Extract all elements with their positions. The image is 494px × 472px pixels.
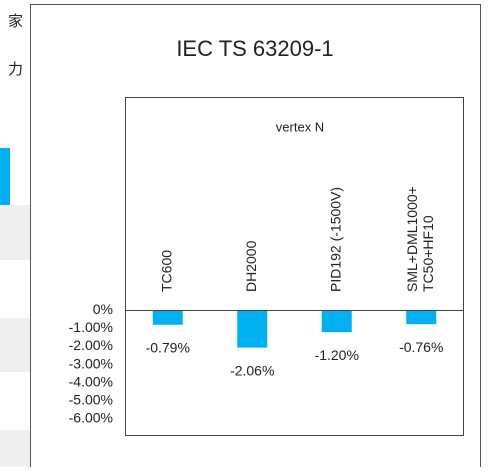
y-tick-label: -1.00% (69, 319, 113, 335)
bar (406, 310, 437, 325)
bar (321, 310, 352, 333)
side-row (0, 205, 30, 260)
y-tick-label: -4.00% (69, 373, 113, 389)
value-label: -1.20% (315, 347, 359, 363)
value-label: -0.79% (146, 339, 190, 355)
x-tick-label: DH2000 (243, 240, 259, 292)
plot-area (125, 97, 464, 436)
y-tick-label: -6.00% (69, 409, 113, 425)
value-label: -0.76% (399, 339, 443, 355)
chart-subtitle: vertex N (276, 119, 324, 134)
x-tick-label: TC600 (158, 250, 174, 292)
x-tick-label: TC50+HF10 (420, 215, 436, 292)
value-label: -2.06% (230, 362, 274, 378)
chart-frame (30, 4, 481, 472)
side-row (0, 430, 30, 467)
side-text: 家 (8, 13, 23, 30)
side-highlight (0, 148, 10, 205)
chart-title: IEC TS 63209-1 (176, 36, 333, 61)
x-tick-label: SML+DML1000+ (404, 186, 420, 292)
y-tick-label: 0% (93, 301, 113, 317)
x-tick-label: PID192 (-1500V) (327, 187, 343, 292)
y-tick-label: -5.00% (69, 391, 113, 407)
side-row (0, 318, 30, 372)
y-tick-label: -3.00% (69, 355, 113, 371)
y-tick-label: -2.00% (69, 337, 113, 353)
bar (237, 310, 268, 348)
bar (152, 310, 183, 325)
side-text: 力 (8, 61, 23, 78)
